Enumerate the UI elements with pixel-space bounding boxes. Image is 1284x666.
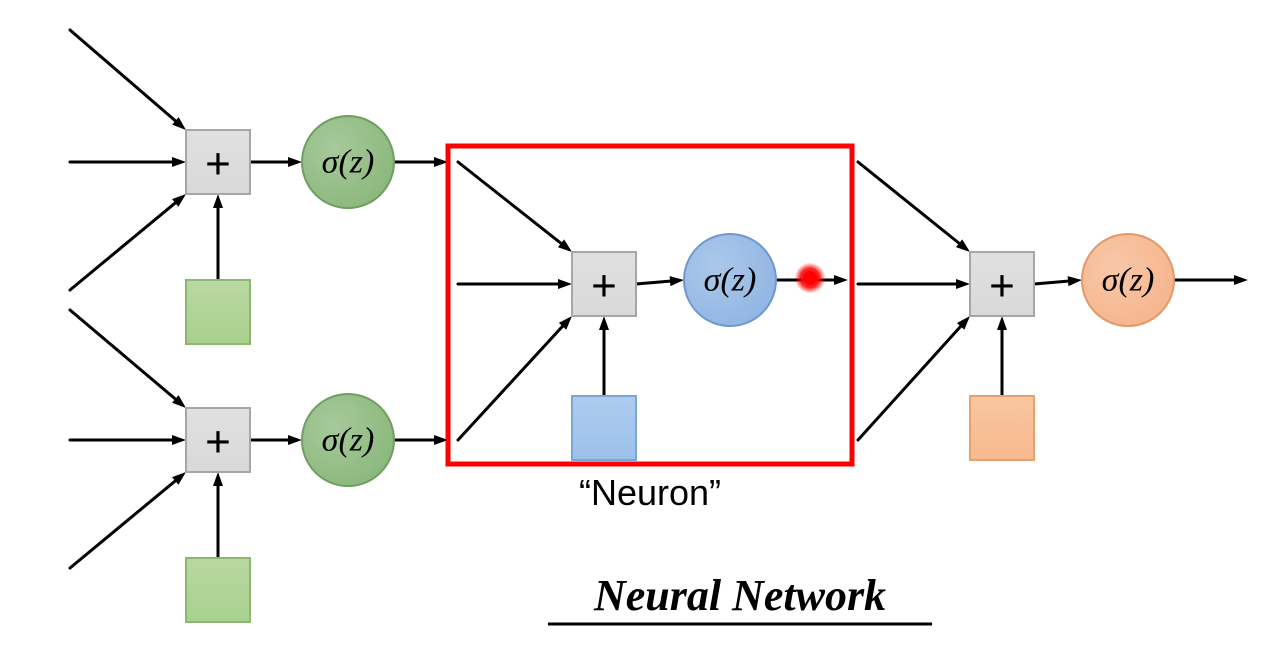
- sum2-label: +: [205, 418, 231, 467]
- arrowhead: [213, 472, 223, 486]
- nodes-layer: + σ(z) + σ(z) + σ(z) + σ(z): [186, 116, 1174, 622]
- sum1-label: +: [205, 140, 231, 189]
- sig3-label: σ(z): [704, 262, 757, 299]
- bias4: [970, 396, 1034, 460]
- arrowhead: [997, 316, 1007, 330]
- arrowhead: [172, 435, 186, 445]
- neuron-highlight-box: [448, 146, 852, 464]
- sig4-label: σ(z): [1102, 262, 1155, 299]
- neural-network-diagram: + σ(z) + σ(z) + σ(z) + σ(z) “Neuron” Neural Netwo…: [0, 0, 1284, 666]
- arrowhead: [956, 279, 970, 289]
- arrowhead: [213, 194, 223, 208]
- bias2: [186, 558, 250, 622]
- arrowhead: [599, 316, 609, 330]
- diagram-title: Neural Network: [593, 571, 886, 620]
- laser-pointer: [803, 271, 817, 285]
- edge: [70, 480, 176, 568]
- edge: [858, 162, 960, 244]
- sum4-label: +: [989, 262, 1015, 311]
- edge: [458, 162, 562, 244]
- edge: [70, 30, 176, 122]
- arrowhead: [670, 276, 684, 286]
- arrowhead: [1068, 276, 1082, 286]
- sig1-label: σ(z): [322, 144, 375, 181]
- edge: [858, 325, 962, 440]
- edge: [636, 281, 671, 284]
- edge: [70, 202, 176, 290]
- bias3: [572, 396, 636, 460]
- bias1: [186, 280, 250, 344]
- neuron-caption: “Neuron”: [579, 472, 721, 513]
- arrowhead: [1234, 275, 1248, 285]
- arrowhead: [288, 157, 302, 167]
- edge: [458, 325, 563, 440]
- arrowhead: [288, 435, 302, 445]
- arrowhead: [172, 157, 186, 167]
- edge: [1034, 281, 1069, 284]
- sig2-label: σ(z): [322, 422, 375, 459]
- arrowhead: [834, 275, 848, 285]
- edge: [70, 310, 176, 400]
- sum3-label: +: [591, 262, 617, 311]
- arrowhead: [558, 279, 572, 289]
